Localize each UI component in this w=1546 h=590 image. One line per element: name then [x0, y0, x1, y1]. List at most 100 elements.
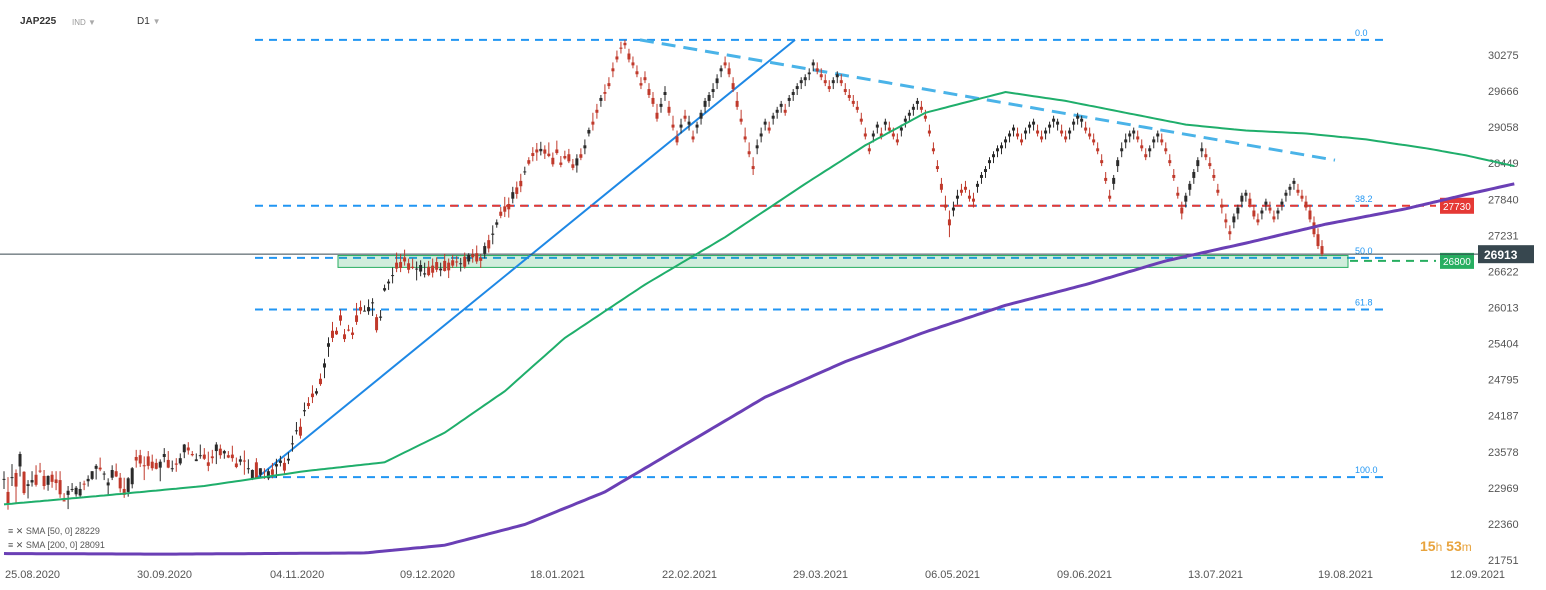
candle[interactable] — [1028, 121, 1032, 134]
candle[interactable] — [599, 94, 603, 107]
candle[interactable] — [1228, 225, 1232, 241]
candle[interactable] — [258, 468, 262, 478]
candle[interactable] — [26, 480, 30, 499]
candle[interactable] — [1104, 172, 1108, 184]
candle[interactable] — [431, 258, 435, 278]
candle[interactable] — [587, 127, 591, 137]
candle[interactable] — [1016, 127, 1020, 140]
candle[interactable] — [314, 388, 318, 396]
candle[interactable] — [158, 459, 162, 482]
candle[interactable] — [863, 127, 867, 140]
candle[interactable] — [655, 103, 659, 122]
candle[interactable] — [335, 327, 339, 335]
candle[interactable] — [66, 486, 70, 510]
candle[interactable] — [595, 103, 599, 119]
candle[interactable] — [535, 142, 539, 161]
candle[interactable] — [306, 397, 310, 409]
candle[interactable] — [579, 148, 583, 161]
candle[interactable] — [1176, 186, 1180, 199]
candle[interactable] — [451, 254, 455, 268]
candle[interactable] — [975, 180, 979, 193]
candle[interactable] — [1112, 174, 1116, 190]
candle[interactable] — [607, 77, 611, 90]
candle[interactable] — [487, 234, 491, 253]
candle[interactable] — [1280, 198, 1284, 211]
candle[interactable] — [459, 257, 463, 272]
candle[interactable] — [951, 201, 955, 217]
candle[interactable] — [1276, 207, 1280, 220]
candle[interactable] — [1292, 177, 1296, 190]
candle[interactable] — [1124, 133, 1128, 149]
candle[interactable] — [435, 257, 439, 273]
candle[interactable] — [955, 189, 959, 205]
candle[interactable] — [383, 284, 387, 292]
candle[interactable] — [643, 71, 647, 84]
candle[interactable] — [1080, 115, 1084, 128]
candle[interactable] — [1252, 204, 1256, 220]
candle[interactable] — [755, 139, 759, 155]
candle[interactable] — [1272, 210, 1276, 223]
candle[interactable] — [226, 451, 230, 459]
candle[interactable] — [38, 462, 42, 473]
candle[interactable] — [1232, 213, 1236, 229]
candle[interactable] — [1020, 133, 1024, 146]
candle[interactable] — [1136, 130, 1140, 143]
legend-grip-icon[interactable]: ≡ — [8, 540, 14, 550]
candle[interactable] — [343, 329, 347, 343]
candle[interactable] — [166, 451, 170, 469]
candle[interactable] — [787, 94, 791, 107]
candle[interactable] — [1264, 198, 1268, 211]
candle[interactable] — [170, 460, 174, 472]
candle[interactable] — [475, 245, 479, 264]
candle[interactable] — [827, 80, 831, 93]
candle[interactable] — [46, 475, 50, 491]
candle[interactable] — [807, 68, 811, 81]
candle[interactable] — [90, 471, 94, 481]
candle[interactable] — [162, 448, 166, 463]
candle[interactable] — [202, 448, 206, 460]
candle[interactable] — [1316, 228, 1320, 250]
candle[interactable] — [491, 225, 495, 245]
candle[interactable] — [399, 253, 403, 273]
candle[interactable] — [699, 109, 703, 125]
candle[interactable] — [330, 321, 334, 343]
candle[interactable] — [206, 451, 210, 472]
candle[interactable] — [294, 422, 298, 435]
candle[interactable] — [935, 160, 939, 173]
candle[interactable] — [10, 464, 14, 487]
candle[interactable] — [1024, 127, 1028, 140]
candle[interactable] — [375, 314, 379, 333]
candle[interactable] — [1304, 195, 1308, 211]
candle[interactable] — [831, 77, 835, 90]
candle[interactable] — [142, 456, 146, 481]
candle[interactable] — [94, 464, 98, 480]
candle[interactable] — [931, 142, 935, 155]
candle[interactable] — [154, 458, 158, 470]
candle[interactable] — [186, 442, 190, 455]
candle[interactable] — [795, 83, 799, 95]
candle[interactable] — [619, 41, 623, 54]
candle[interactable] — [739, 109, 743, 125]
candle[interactable] — [278, 455, 282, 467]
candle[interactable] — [1120, 142, 1124, 158]
candle[interactable] — [583, 139, 587, 155]
candle[interactable] — [819, 68, 823, 81]
candle[interactable] — [1056, 118, 1060, 131]
candle[interactable] — [611, 62, 615, 78]
candle[interactable] — [1184, 192, 1188, 208]
candle[interactable] — [499, 206, 503, 219]
legend-grip-icon[interactable]: ≡ — [8, 526, 14, 536]
candle[interactable] — [1156, 130, 1160, 143]
candle[interactable] — [218, 444, 222, 459]
candle[interactable] — [238, 455, 242, 466]
candle[interactable] — [174, 458, 178, 472]
candle[interactable] — [1076, 112, 1080, 125]
candle[interactable] — [1048, 121, 1052, 134]
candle[interactable] — [947, 210, 951, 238]
candle[interactable] — [1168, 154, 1172, 167]
candle[interactable] — [1320, 240, 1324, 257]
candle[interactable] — [1236, 204, 1240, 220]
candle[interactable] — [363, 305, 367, 312]
candle[interactable] — [443, 253, 447, 272]
